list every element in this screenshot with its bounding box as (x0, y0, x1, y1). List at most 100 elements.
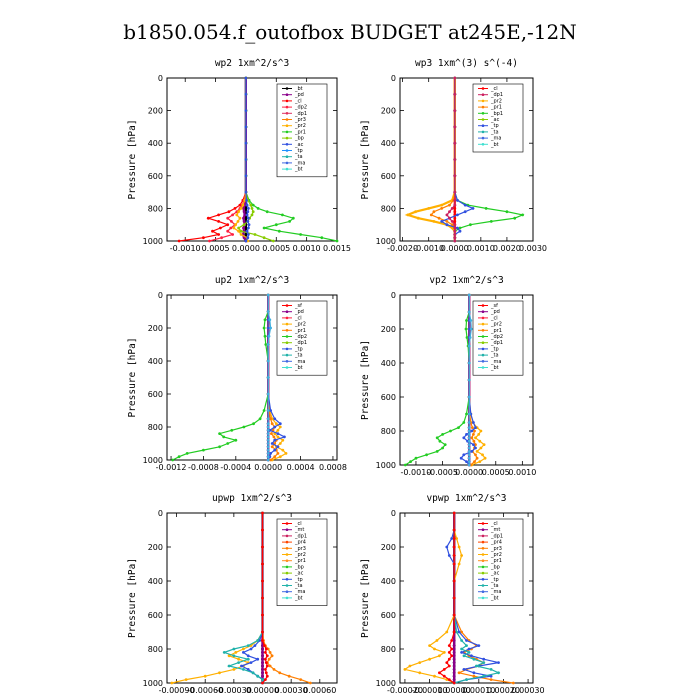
legend-marker (285, 105, 289, 109)
data-point (278, 425, 282, 429)
data-point (242, 220, 246, 223)
data-point (266, 359, 270, 363)
legend-marker (481, 522, 485, 525)
data-point (266, 458, 270, 462)
data-point (273, 448, 277, 452)
data-point (184, 678, 188, 681)
data-point (256, 207, 260, 210)
legend-box (472, 83, 524, 153)
y-tick-label: 1000 (143, 456, 163, 465)
data-point (452, 674, 456, 678)
legend-marker (481, 534, 485, 538)
data-point (261, 657, 264, 661)
y-tick-label: 200 (148, 543, 163, 552)
legend-label: _pr1 (294, 558, 306, 564)
x-tick-label: -0.0010 (170, 244, 201, 253)
legend-marker (481, 310, 485, 314)
legend-label: _pr3 (490, 546, 502, 552)
data-point (473, 460, 476, 463)
data-point (226, 229, 230, 233)
legend-marker (481, 578, 485, 581)
data-point (450, 654, 454, 658)
data-point (261, 651, 264, 654)
legend-marker (481, 366, 485, 369)
data-point (448, 203, 451, 207)
data-point (465, 644, 468, 647)
data-point (452, 639, 456, 642)
data-point (266, 448, 270, 452)
chart-title: wp3 1xm^(3) s^(-4) (415, 58, 518, 69)
data-point (462, 436, 466, 440)
legend-label: _cl (490, 521, 498, 527)
legend-label: _ac (294, 142, 304, 148)
legend-box (472, 518, 524, 606)
legend-label: _pr4 (490, 540, 502, 546)
legend-label: _bp (294, 564, 304, 570)
series-line-tp (440, 78, 475, 241)
legend-label: _ma (294, 359, 305, 365)
legend-marker (285, 112, 289, 115)
x-tick-label: 0.00010 (462, 686, 495, 695)
data-point (247, 226, 250, 230)
legend-label: _ta (490, 583, 499, 589)
y-tick-label: 0 (158, 509, 163, 518)
legend-label: _pr1 (294, 129, 306, 135)
legend-marker (481, 528, 485, 531)
data-point (482, 674, 486, 678)
data-point (467, 433, 471, 436)
legend-marker (285, 596, 289, 600)
y-tick-label: 0 (158, 74, 163, 83)
data-point (261, 674, 264, 678)
y-tick-label: 0 (158, 291, 163, 300)
data-point (467, 463, 471, 467)
data-point (237, 229, 241, 233)
data-point (445, 545, 449, 549)
data-point (226, 223, 230, 227)
data-point (497, 661, 500, 664)
data-point (462, 654, 466, 658)
data-point (403, 668, 407, 671)
legend-label: _bt (490, 365, 499, 371)
legend-label: _pr2 (490, 98, 502, 104)
data-point (268, 651, 272, 654)
x-tick-label: -0.00060 (187, 686, 223, 695)
legend-label: _tp (294, 346, 303, 352)
legend-marker (285, 547, 289, 550)
data-point (278, 422, 282, 426)
data-point (428, 657, 431, 661)
data-point (465, 319, 468, 322)
y-tick-label: 200 (381, 543, 396, 552)
data-point (467, 460, 471, 463)
data-point (262, 326, 266, 330)
data-point (452, 613, 456, 617)
legend-label: _ta (294, 353, 303, 359)
legend-label: _dp1 (490, 340, 503, 346)
data-point (266, 343, 270, 346)
data-point (478, 460, 482, 463)
data-point (469, 327, 473, 331)
legend-marker (285, 341, 289, 345)
data-point (445, 630, 449, 634)
legend-label: _tp (490, 346, 499, 352)
data-point (238, 216, 242, 220)
data-point (473, 429, 476, 433)
data-point (246, 210, 250, 214)
data-point (227, 654, 231, 658)
data-point (264, 678, 267, 681)
data-point (242, 647, 245, 651)
data-point (256, 674, 260, 678)
data-point (261, 562, 264, 566)
y-tick-label: 1000 (143, 679, 163, 688)
data-point (453, 92, 457, 96)
x-tick-label: 0.0000 (254, 463, 282, 472)
data-point (459, 456, 463, 460)
data-point (458, 229, 462, 233)
data-point (406, 213, 410, 217)
legend-label: _ta (490, 353, 499, 359)
data-point (233, 207, 237, 210)
legend-label: _pr2 (490, 322, 502, 328)
data-point (467, 395, 471, 399)
data-point (261, 630, 264, 634)
data-point (264, 668, 267, 671)
data-point (273, 417, 277, 421)
